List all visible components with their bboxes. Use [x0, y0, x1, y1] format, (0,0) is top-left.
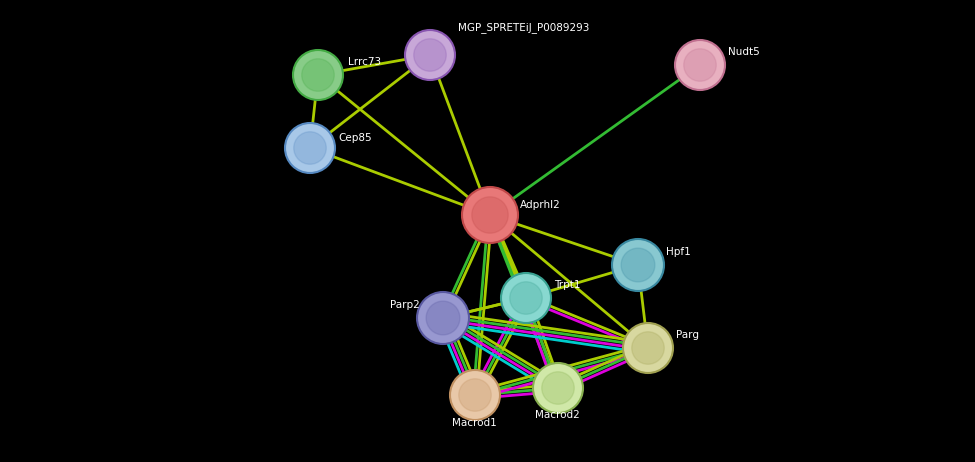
Text: Adprhl2: Adprhl2 — [520, 200, 561, 210]
Circle shape — [293, 132, 327, 164]
Text: MGP_SPRETEiJ_P0089293: MGP_SPRETEiJ_P0089293 — [458, 23, 589, 33]
Text: Hpf1: Hpf1 — [666, 247, 690, 257]
Circle shape — [510, 282, 542, 314]
Circle shape — [301, 59, 334, 91]
Circle shape — [405, 30, 455, 80]
Circle shape — [450, 370, 500, 420]
Circle shape — [462, 187, 518, 243]
Circle shape — [501, 273, 551, 323]
Text: Trpt1: Trpt1 — [554, 280, 580, 290]
Circle shape — [413, 39, 447, 71]
Circle shape — [285, 123, 335, 173]
Text: Cep85: Cep85 — [338, 133, 371, 143]
Circle shape — [533, 363, 583, 413]
Text: Macrod1: Macrod1 — [452, 418, 496, 428]
Circle shape — [542, 372, 574, 404]
Circle shape — [417, 292, 469, 344]
Circle shape — [293, 50, 343, 100]
Circle shape — [621, 248, 655, 282]
Text: Parp2: Parp2 — [390, 300, 420, 310]
Circle shape — [459, 379, 491, 411]
Circle shape — [632, 332, 664, 364]
Text: Nudt5: Nudt5 — [728, 47, 760, 57]
Circle shape — [683, 49, 717, 81]
Circle shape — [623, 323, 673, 373]
Circle shape — [472, 197, 508, 233]
Circle shape — [426, 301, 460, 335]
Circle shape — [675, 40, 725, 90]
Text: Macrod2: Macrod2 — [535, 410, 580, 420]
Circle shape — [612, 239, 664, 291]
Text: Lrrc73: Lrrc73 — [348, 57, 381, 67]
Text: Parg: Parg — [676, 330, 699, 340]
